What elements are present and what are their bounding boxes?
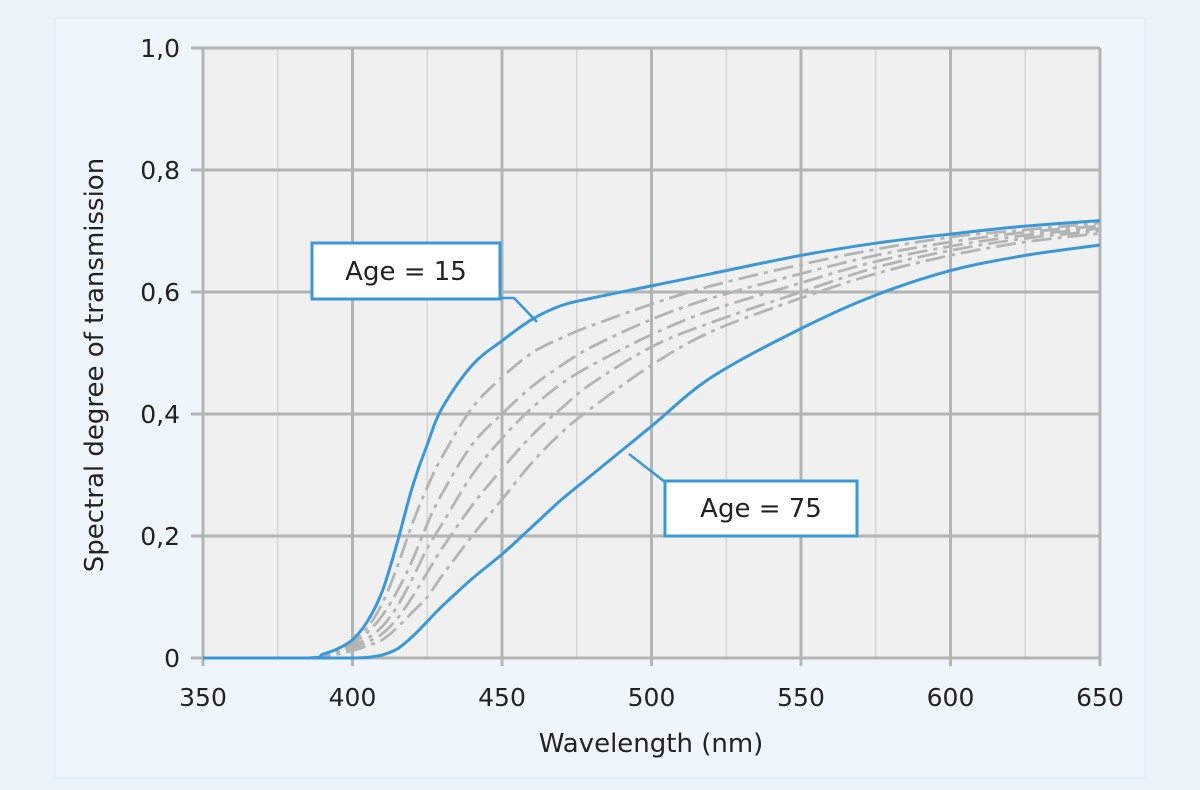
y-tick-label: 0,2 [140,522,180,551]
callout-box-age-75 [663,479,859,538]
series-line-intermediate-age-3 [203,227,1101,660]
callout-leader-age-75 [628,453,666,483]
x-tick-label: 550 [777,683,825,712]
series-line-intermediate-age-2 [203,224,1101,660]
y-axis-title: Spectral degree of transmission [80,158,110,572]
callout-age-15: Age = 15 [310,241,538,323]
x-tick-label: 500 [628,683,676,712]
series-line-age-15 [203,219,1101,660]
y-tick-label: 0 [164,644,180,673]
series-line-intermediate-age-4 [203,229,1101,660]
callout-age-75: Age = 75 [628,453,859,538]
x-tick-label: 600 [927,683,975,712]
callout-leader-age-15 [499,296,538,323]
x-axis-title: Wavelength (nm) [539,729,764,759]
x-tick-label: 650 [1076,683,1124,712]
callout-box-age-15 [310,241,502,301]
y-tick-label: 1,0 [140,34,180,63]
y-tick-label: 0,8 [140,156,180,185]
y-tick-label: 0,4 [140,400,180,429]
x-tick-label: 400 [329,683,377,712]
x-tick-label: 350 [179,683,227,712]
y-tick-label: 0,6 [140,278,180,307]
series-line-age-75 [203,243,1101,660]
tick-labels: 350 400 450 500 550 600 650 0 0,2 0,4 0,6 0,8 1,0 [140,34,1124,712]
x-tick-label: 450 [478,683,526,712]
callout-label-age-15: Age = 15 [345,257,467,287]
callout-label-age-75: Age = 75 [700,494,822,524]
grid [191,46,1102,666]
series-line-intermediate-age-5 [203,232,1101,660]
series-group [203,219,1101,660]
